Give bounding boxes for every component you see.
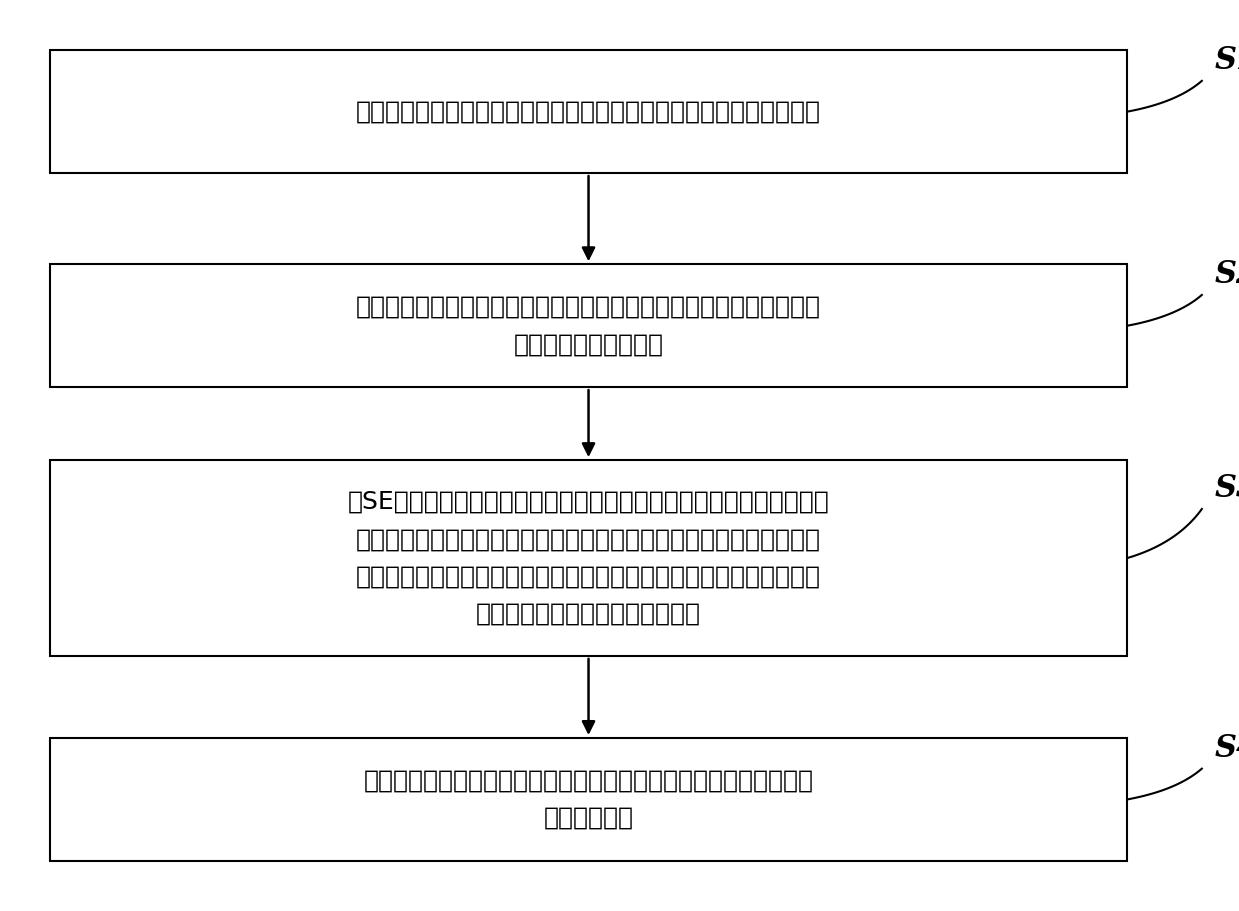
Bar	[50, 264, 1127, 387]
Text: S3: S3	[1214, 474, 1239, 505]
Text: 使用不同型号的电池片依次放置在拍照台上，在一次性坐标系上依次标
记出电池片型号指代数: 使用不同型号的电池片依次放置在拍照台上，在一次性坐标系上依次标 记出电池片型号指…	[356, 295, 821, 356]
Text: S4: S4	[1214, 733, 1239, 764]
Text: S2: S2	[1214, 260, 1239, 291]
Text: S1: S1	[1214, 46, 1239, 77]
Text: 在背面激光开槽上料区前增加拍照台，在拍照台表面建立一次性坐标系: 在背面激光开槽上料区前增加拍照台，在拍照台表面建立一次性坐标系	[356, 99, 821, 124]
Bar	[50, 738, 1127, 861]
Text: 将SE激光掺杂后的电池片放置于拍照台上，使用相机对电池片型号指代
数区域进行局部拍照，从而根据局部拍照区域内防断栅线与电池片型号
指代数的对齐情况检测识别出电池: 将SE激光掺杂后的电池片放置于拍照台上，使用相机对电池片型号指代 数区域进行局部…	[348, 490, 829, 626]
Text: 对比后若型号相同，则继续进行背面激光开槽，若型号不同，则停止
背面激光开槽: 对比后若型号相同，则继续进行背面激光开槽，若型号不同，则停止 背面激光开槽	[363, 769, 814, 830]
Bar	[50, 460, 1127, 656]
Bar	[50, 50, 1127, 173]
